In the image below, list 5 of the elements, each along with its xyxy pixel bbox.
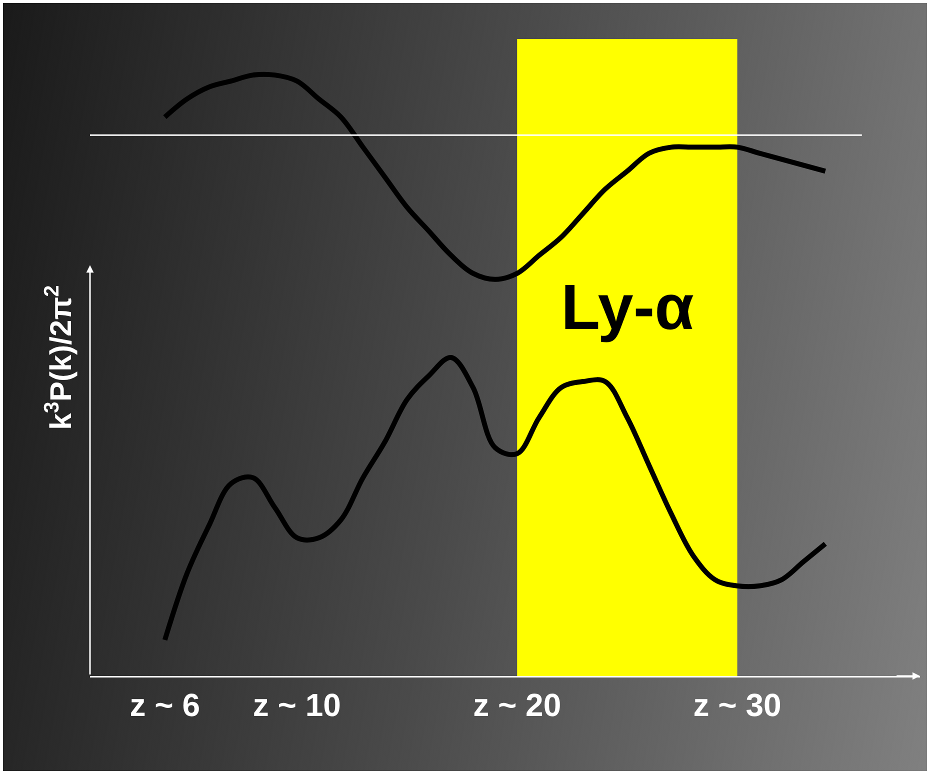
x-tick-label: z ~ 20 (473, 686, 562, 723)
x-tick-label: z ~ 10 (252, 686, 341, 723)
x-tick-label: z ~ 6 (130, 686, 200, 723)
x-tick-label: z ~ 30 (693, 686, 782, 723)
band-label: Ly-α (561, 271, 694, 343)
